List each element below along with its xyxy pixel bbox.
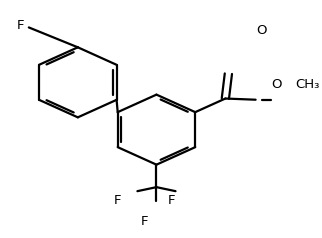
Text: CH₃: CH₃ [296, 78, 320, 91]
Text: O: O [256, 24, 267, 37]
Text: F: F [17, 19, 24, 32]
Text: F: F [141, 215, 148, 228]
Text: F: F [168, 194, 175, 207]
Text: O: O [271, 78, 282, 91]
Text: F: F [113, 194, 121, 207]
